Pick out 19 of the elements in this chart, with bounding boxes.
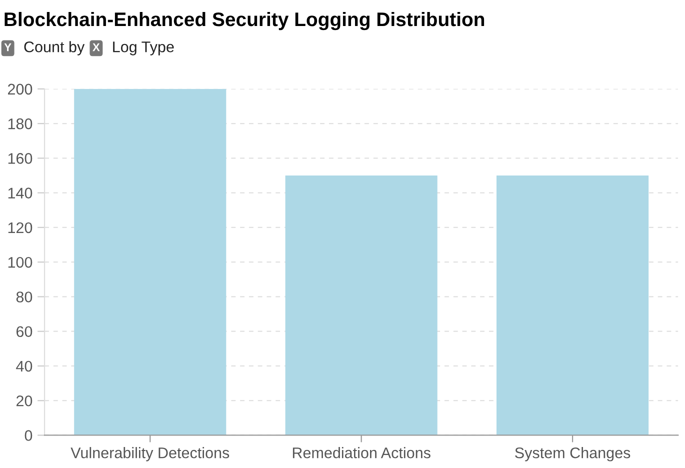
y-tick-label: 180	[8, 118, 32, 130]
y-tick-label: 60	[16, 326, 32, 338]
y-tick-label: 200	[8, 84, 32, 95]
y-tick-label: 140	[8, 188, 32, 198]
text: Count by	[24, 41, 85, 56]
y-tick-label: 160	[8, 153, 32, 164]
y-tick-label: 40	[16, 360, 32, 372]
text: Y	[4, 43, 12, 52]
x-tick-label: Vulnerability Detections	[70, 447, 230, 462]
chart-title: Blockchain-Enhanced Security Logging Distribution	[4, 12, 484, 30]
y-tick-label: 100	[8, 256, 32, 268]
y-tick-label: 0	[24, 430, 32, 441]
y-tick-label: 120	[8, 222, 32, 234]
text: Log Type	[113, 42, 174, 56]
y-tick-label: 20	[16, 395, 32, 406]
text: X	[92, 43, 100, 52]
x-tick-label: Remediation Actions	[292, 447, 430, 458]
x-tick-label: System Changes	[515, 447, 630, 462]
y-tick-label: 80	[16, 292, 32, 302]
